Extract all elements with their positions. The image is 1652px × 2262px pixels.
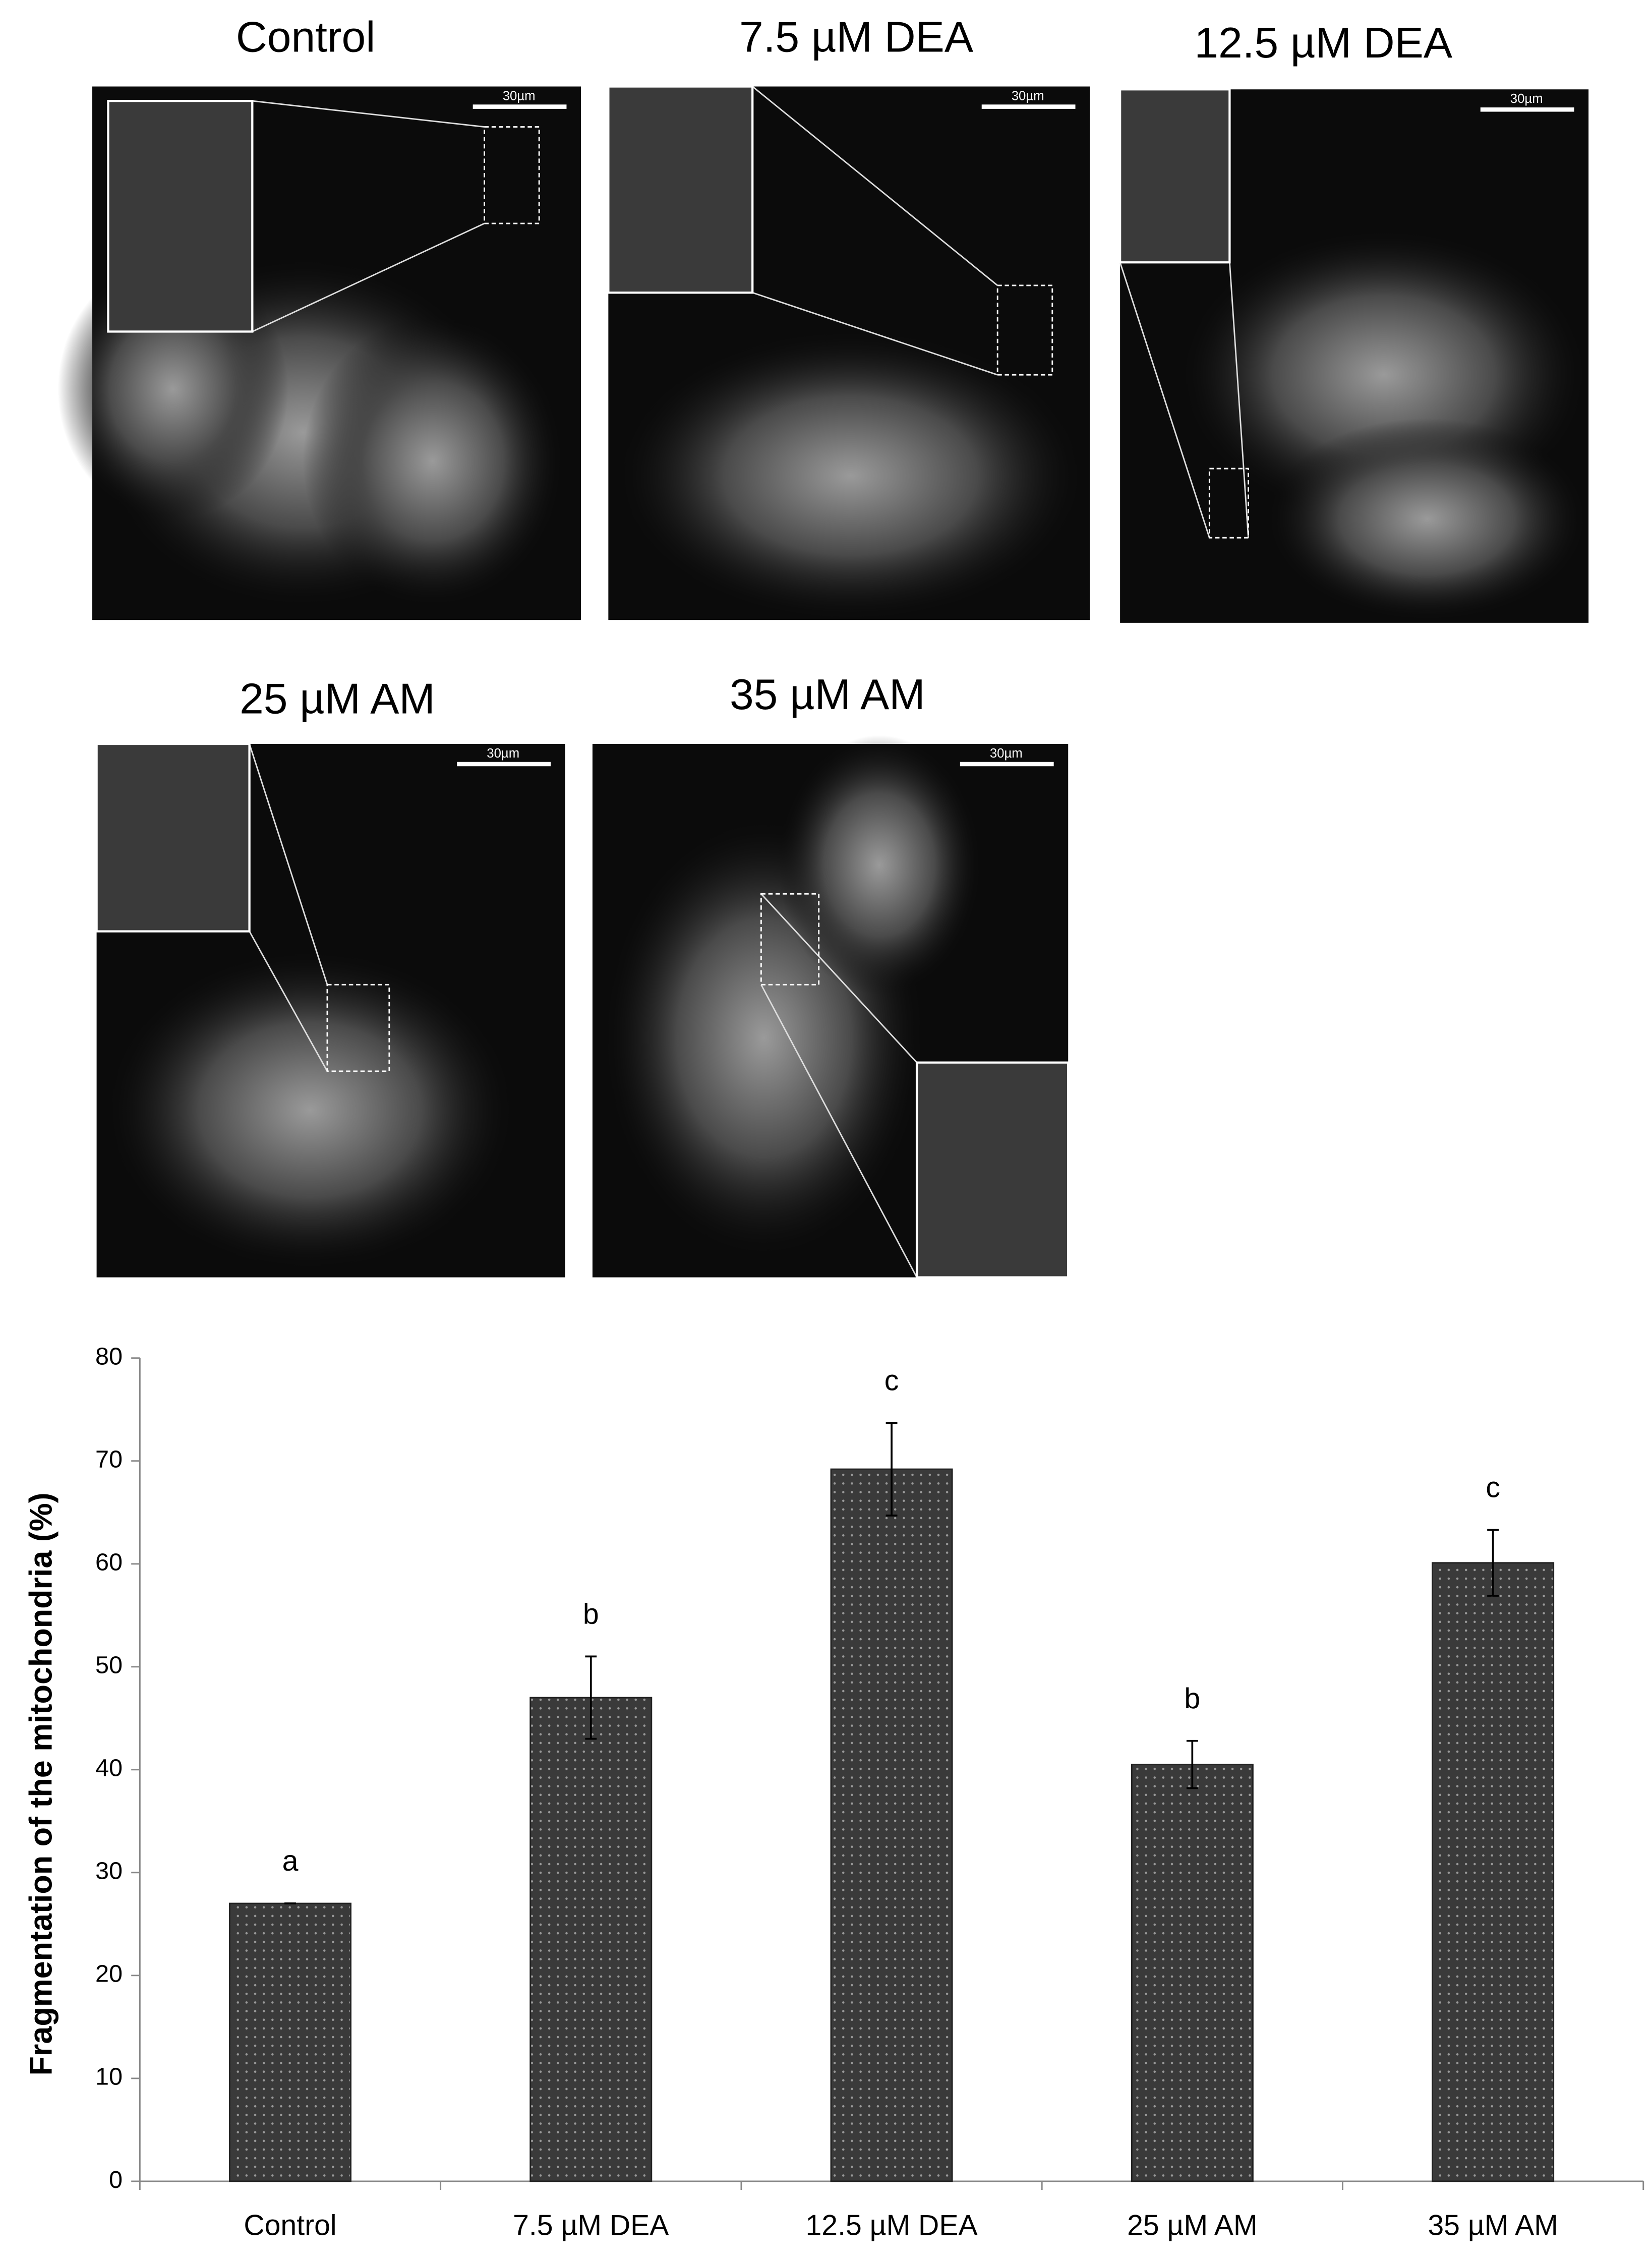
x-tick-label: 35 µM AM xyxy=(1428,2210,1558,2242)
panel-title: 25 µM AM xyxy=(240,675,435,723)
zoom-line xyxy=(1119,262,1210,538)
scale-bar-label: 30µm xyxy=(503,89,536,103)
scale-bar-label: 30µm xyxy=(487,746,519,761)
cell xyxy=(1268,418,1586,620)
panel-title: 35 µM AM xyxy=(730,670,925,719)
zoom-line xyxy=(752,86,998,286)
zoom-line xyxy=(760,984,918,1278)
cell xyxy=(620,331,1081,620)
y-tick-label: 30 xyxy=(95,1858,123,1885)
scale-bar-label: 30µm xyxy=(990,746,1023,761)
y-tick-label: 10 xyxy=(95,2063,123,2091)
inset xyxy=(915,1061,1070,1279)
zoom-line xyxy=(252,100,485,128)
y-tick-label: 80 xyxy=(95,1343,123,1370)
y-tick-label: 40 xyxy=(95,1755,123,1782)
bar-chart: 0 10 20 30 40 50 60 70 80 Fragmentation of the mi… xyxy=(23,1343,1644,2242)
zoom-line xyxy=(249,743,328,985)
zoom-line xyxy=(249,931,328,1072)
y-tick-label: 20 xyxy=(95,1960,123,1988)
bar xyxy=(1432,1562,1555,2182)
inset xyxy=(107,99,254,333)
zoom-line xyxy=(1228,262,1249,538)
zoom-box xyxy=(1208,468,1249,539)
x-tick-label: 12.5 µM DEA xyxy=(806,2210,978,2242)
scale-bar-label: 30µm xyxy=(1012,89,1044,103)
zoom-line xyxy=(252,222,485,332)
bar xyxy=(830,1468,953,2182)
bar xyxy=(529,1697,653,2182)
x-tick-label: 7.5 µM DEA xyxy=(513,2210,669,2242)
significance-letter: b xyxy=(1184,1683,1200,1715)
significance-letter: a xyxy=(282,1845,299,1877)
zoom-line xyxy=(760,893,918,1063)
scale-bar-label: 30µm xyxy=(1510,92,1543,106)
y-tick-label: 0 xyxy=(109,2166,123,2193)
cell xyxy=(108,951,512,1269)
y-axis-label: Fragmentation of the mitochondria (%) xyxy=(23,1492,58,2075)
y-tick-label: 70 xyxy=(95,1446,123,1473)
panel-title: Control xyxy=(236,13,375,62)
x-tick-label: Control xyxy=(244,2210,336,2242)
significance-letter: c xyxy=(884,1364,899,1397)
cell xyxy=(778,735,980,995)
panel-title: 12.5 µM DEA xyxy=(1194,19,1453,67)
inset xyxy=(1118,88,1231,264)
significance-letter: c xyxy=(1486,1472,1500,1504)
x-tick-label: 25 µM AM xyxy=(1127,2210,1257,2242)
panel-title: 7.5 µM DEA xyxy=(739,13,974,62)
micrograph-panels: Control 30µm 7.5 µM DEA 30µm 12.5 µM DEA 30µm… xyxy=(57,13,1589,1279)
inset xyxy=(95,742,251,933)
zoom-box xyxy=(326,983,390,1072)
cell xyxy=(303,317,562,606)
inset xyxy=(607,85,754,294)
y-tick-label: 50 xyxy=(95,1652,123,1679)
zoom-line xyxy=(752,292,998,376)
significance-letter: b xyxy=(583,1598,599,1630)
bar xyxy=(229,1902,351,2182)
y-tick-label: 60 xyxy=(95,1549,123,1576)
bar xyxy=(1131,1764,1254,2182)
zoom-box xyxy=(484,126,540,224)
zoom-box xyxy=(760,893,820,985)
